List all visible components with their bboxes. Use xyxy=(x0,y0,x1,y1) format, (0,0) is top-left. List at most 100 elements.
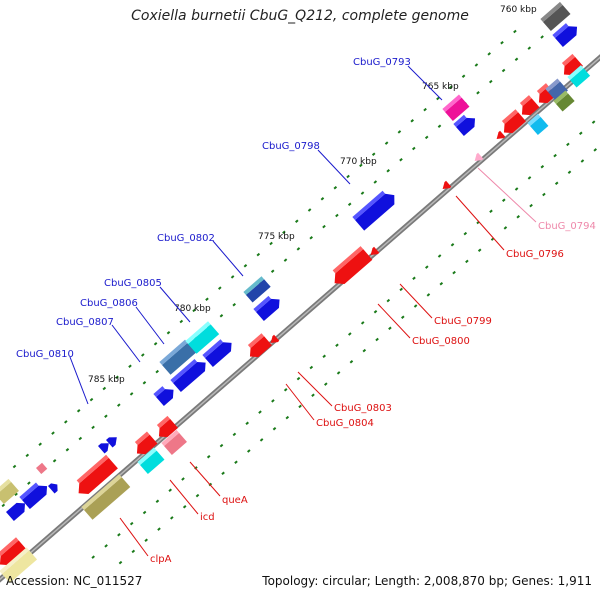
gene-label[interactable]: CbuG_0796 xyxy=(506,249,564,260)
gene-feature[interactable] xyxy=(352,187,399,231)
gene-feature[interactable] xyxy=(442,94,470,122)
tick-dot xyxy=(333,185,338,190)
tick-dot xyxy=(283,258,288,262)
gene-label[interactable]: CbuG_0800 xyxy=(412,336,470,347)
kbp-tick-label: 780 kbp xyxy=(174,304,211,314)
gene-feature[interactable] xyxy=(527,113,549,136)
gene-feature[interactable] xyxy=(494,130,506,142)
tick-dot xyxy=(128,364,132,368)
tick-dot xyxy=(465,259,469,264)
tick-dot xyxy=(439,281,444,286)
tick-dot xyxy=(410,119,414,123)
gene-label[interactable]: CbuG_0806 xyxy=(80,298,138,309)
gene-label[interactable]: CbuG_0804 xyxy=(316,418,374,429)
tick-dot xyxy=(195,493,200,498)
gene-feature[interactable] xyxy=(202,335,235,368)
tick-dot xyxy=(142,510,147,515)
tick-dot xyxy=(102,386,107,391)
tick-dot xyxy=(348,332,352,336)
tick-dot xyxy=(388,326,392,331)
gene-feature[interactable] xyxy=(515,95,540,119)
gene-feature[interactable] xyxy=(368,246,380,258)
gene-label[interactable]: CbuG_0807 xyxy=(56,317,114,328)
gene-feature[interactable] xyxy=(440,180,452,192)
gene-label[interactable]: CbuG_0793 xyxy=(353,57,411,68)
gene-label[interactable]: icd xyxy=(200,512,215,523)
tick-dot xyxy=(243,264,248,268)
tick-dot xyxy=(373,180,378,184)
gene-feature[interactable] xyxy=(253,292,283,322)
gene-feature[interactable] xyxy=(268,334,280,346)
tick-dot xyxy=(359,163,363,168)
gene-feature[interactable] xyxy=(557,53,583,79)
gene-feature[interactable] xyxy=(552,19,581,48)
gene-label[interactable]: CbuG_0803 xyxy=(334,403,392,414)
tick-dot xyxy=(117,533,121,537)
tick-dot xyxy=(474,63,479,67)
gene-feature[interactable] xyxy=(545,78,568,102)
gene-feature[interactable] xyxy=(81,474,131,520)
tick-dot xyxy=(296,247,301,251)
tick-dot xyxy=(219,314,224,318)
gene-feature[interactable] xyxy=(6,499,29,522)
tick-dot xyxy=(141,353,145,357)
tick-dot xyxy=(258,410,262,414)
gene-feature[interactable] xyxy=(472,152,484,164)
gene-label[interactable]: CbuG_0799 xyxy=(434,316,492,327)
tick-dot xyxy=(234,460,238,464)
gene-feature[interactable] xyxy=(553,90,575,112)
gene-feature[interactable] xyxy=(106,433,120,448)
gene-feature[interactable] xyxy=(48,481,61,494)
tick-dot xyxy=(399,157,403,162)
gene-label[interactable]: CbuG_0810 xyxy=(16,349,74,360)
tick-dot xyxy=(192,308,196,313)
tick-dot xyxy=(412,146,416,151)
gene-label[interactable]: CbuG_0802 xyxy=(157,233,215,244)
gene-feature[interactable] xyxy=(153,382,177,407)
gene-feature[interactable] xyxy=(453,111,479,137)
tick-dot xyxy=(593,148,597,152)
tick-dot xyxy=(104,544,108,548)
tick-dot xyxy=(349,360,354,364)
kbp-tick-label: 760 kbp xyxy=(500,5,537,15)
gene-feature[interactable] xyxy=(71,454,118,499)
gene-feature[interactable] xyxy=(19,479,51,510)
tick-dot xyxy=(89,397,94,402)
gene-feature[interactable] xyxy=(98,439,112,454)
topology-label: Topology: xyxy=(262,574,319,588)
tick-dot xyxy=(513,29,517,34)
tick-dot xyxy=(401,315,405,319)
gene-feature[interactable] xyxy=(0,547,38,584)
gene-feature[interactable] xyxy=(36,462,48,475)
tick-dot xyxy=(51,431,55,435)
gene-label[interactable]: queA xyxy=(222,495,248,506)
tick-dot xyxy=(501,68,506,73)
gene-feature[interactable] xyxy=(567,65,591,88)
gene-label[interactable]: CbuG_0798 xyxy=(262,141,320,152)
gene-feature[interactable] xyxy=(152,415,178,441)
gene-feature[interactable] xyxy=(161,429,187,456)
tick-dot xyxy=(182,505,187,509)
gene-feature[interactable] xyxy=(327,246,373,288)
tick-dot xyxy=(309,236,313,240)
gene-feature[interactable] xyxy=(497,109,526,137)
gene-label[interactable]: CbuG_0794 xyxy=(538,221,596,232)
gene-feature[interactable] xyxy=(185,321,220,354)
kbp-tick-label: 770 kbp xyxy=(340,157,377,167)
gene-feature[interactable] xyxy=(130,431,158,459)
tick-dot xyxy=(336,371,341,375)
gene-feature[interactable] xyxy=(137,447,165,475)
gene-label[interactable]: clpA xyxy=(150,554,172,565)
gene-feature[interactable] xyxy=(243,276,271,303)
tick-dot xyxy=(437,254,442,258)
gene-label[interactable]: CbuG_0805 xyxy=(104,278,162,289)
gene-feature[interactable] xyxy=(170,355,209,393)
gene-feature[interactable] xyxy=(0,478,19,505)
tick-dot xyxy=(155,369,159,374)
gene-feature[interactable] xyxy=(540,1,571,32)
gene-feature[interactable] xyxy=(243,333,272,361)
tick-dot xyxy=(170,516,174,520)
tick-dot xyxy=(360,191,365,195)
gene-feature[interactable] xyxy=(159,339,197,375)
gene-feature[interactable] xyxy=(0,537,27,569)
